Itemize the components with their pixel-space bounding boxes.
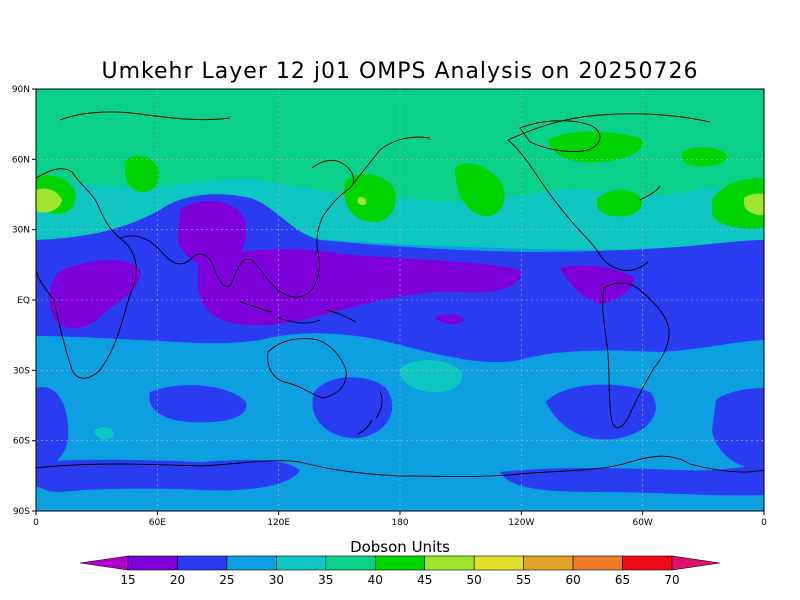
coastline-north-america <box>507 113 711 271</box>
colorbar-swatch <box>473 555 524 571</box>
colorbar-swatch <box>374 555 426 571</box>
coastline-antarctica <box>36 455 764 477</box>
contour-40-45-blob <box>548 131 643 163</box>
x-tick-label: 120W <box>508 518 534 528</box>
x-tick-label: 120E <box>267 518 290 528</box>
contour-45-50-peak <box>357 196 367 206</box>
colorbar-swatch <box>523 555 574 571</box>
contour-20-25-south <box>149 385 247 423</box>
contour-20-25-south <box>36 387 69 470</box>
colorbar-swatch-high <box>671 555 721 571</box>
colorbar-swatch <box>177 555 228 571</box>
x-tick-label: 0 <box>761 518 767 528</box>
colorbar-label: 60 <box>565 573 580 587</box>
coastline-greenland-arctic <box>59 111 601 153</box>
colorbar-swatch <box>127 555 178 571</box>
coastline-east-asia <box>311 136 431 219</box>
colorbar-swatch <box>276 555 327 571</box>
contour-20-25-south <box>312 377 393 439</box>
coastline-arabia-india <box>119 217 323 298</box>
colorbar-swatch <box>572 555 623 571</box>
y-tick-label: 30S <box>13 366 30 376</box>
contour-45-50-peak <box>36 188 62 213</box>
colorbar-label: 15 <box>120 573 135 587</box>
contour-40-45-blob <box>681 147 728 167</box>
colorbar-label: 20 <box>170 573 185 587</box>
colorbar-swatch <box>226 555 277 571</box>
coastline-africa-europe <box>36 168 137 379</box>
y-tick-label: 30N <box>12 226 30 236</box>
contour-20-25-south <box>712 388 764 470</box>
colorbar-label: 70 <box>664 573 679 587</box>
colorbar: 15 20 25 30 35 40 45 50 55 60 65 70 <box>79 555 721 587</box>
colorbar-label: 65 <box>615 573 630 587</box>
contour-15-20-core <box>435 314 464 325</box>
coastline-south-america <box>602 282 670 429</box>
y-tick-label: EQ <box>17 296 30 306</box>
x-tick-label: 0 <box>33 518 39 528</box>
coastline-indonesia <box>239 301 357 324</box>
coastlines <box>36 111 764 477</box>
contour-20-25-south <box>500 464 764 496</box>
colorbar-label: 40 <box>368 573 383 587</box>
colorbar-swatch-low <box>79 555 129 571</box>
colorbar-label: 25 <box>219 573 234 587</box>
x-tick-label: 180 <box>391 518 408 528</box>
contour-30-35-blob <box>94 426 114 440</box>
colorbar-swatch <box>424 555 475 571</box>
colorbar-swatch <box>622 555 673 571</box>
contour-40-45-blob <box>712 178 764 229</box>
colorbar-label: 35 <box>318 573 333 587</box>
chart-title: Umkehr Layer 12 j01 OMPS Analysis on 202… <box>102 59 699 84</box>
gridlines <box>36 89 764 511</box>
coastline-new-zealand <box>357 391 383 435</box>
contour-15-20-core <box>197 249 521 326</box>
y-axis: 90N 60N 30N EQ 30S 60S 90S <box>12 85 36 517</box>
y-tick-label: 60N <box>12 155 30 165</box>
contour-40-45-blob <box>596 189 643 217</box>
y-tick-label: 90N <box>12 85 30 95</box>
contour-15-20-core <box>49 260 141 329</box>
contour-20-25-south <box>546 384 656 440</box>
colorbar-label: 55 <box>516 573 531 587</box>
map-field <box>36 89 764 511</box>
colorbar-swatch <box>325 555 376 571</box>
contour-20-25-south <box>36 459 300 492</box>
contour-15-20-core <box>560 265 635 304</box>
coastline-australia <box>267 338 347 399</box>
contour-40-45-blob <box>124 155 160 192</box>
y-tick-label: 90S <box>13 507 30 517</box>
colorbar-label: 30 <box>269 573 284 587</box>
contour-15-20-core <box>178 200 247 269</box>
colorbar-title: Dobson Units <box>350 538 450 556</box>
x-tick-label: 60W <box>632 518 652 528</box>
y-tick-label: 60S <box>13 437 30 447</box>
contour-30-35-blob <box>399 360 463 393</box>
x-tick-label: 60E <box>149 518 166 528</box>
contour-45-50-peak <box>744 193 764 216</box>
contour-40-45-blob <box>455 163 505 217</box>
contour-40-45-blob <box>344 174 396 223</box>
colorbar-label: 45 <box>417 573 432 587</box>
colorbar-label: 50 <box>467 573 482 587</box>
x-axis: 0 60E 120E 180 120W 60W 0 <box>33 511 767 528</box>
